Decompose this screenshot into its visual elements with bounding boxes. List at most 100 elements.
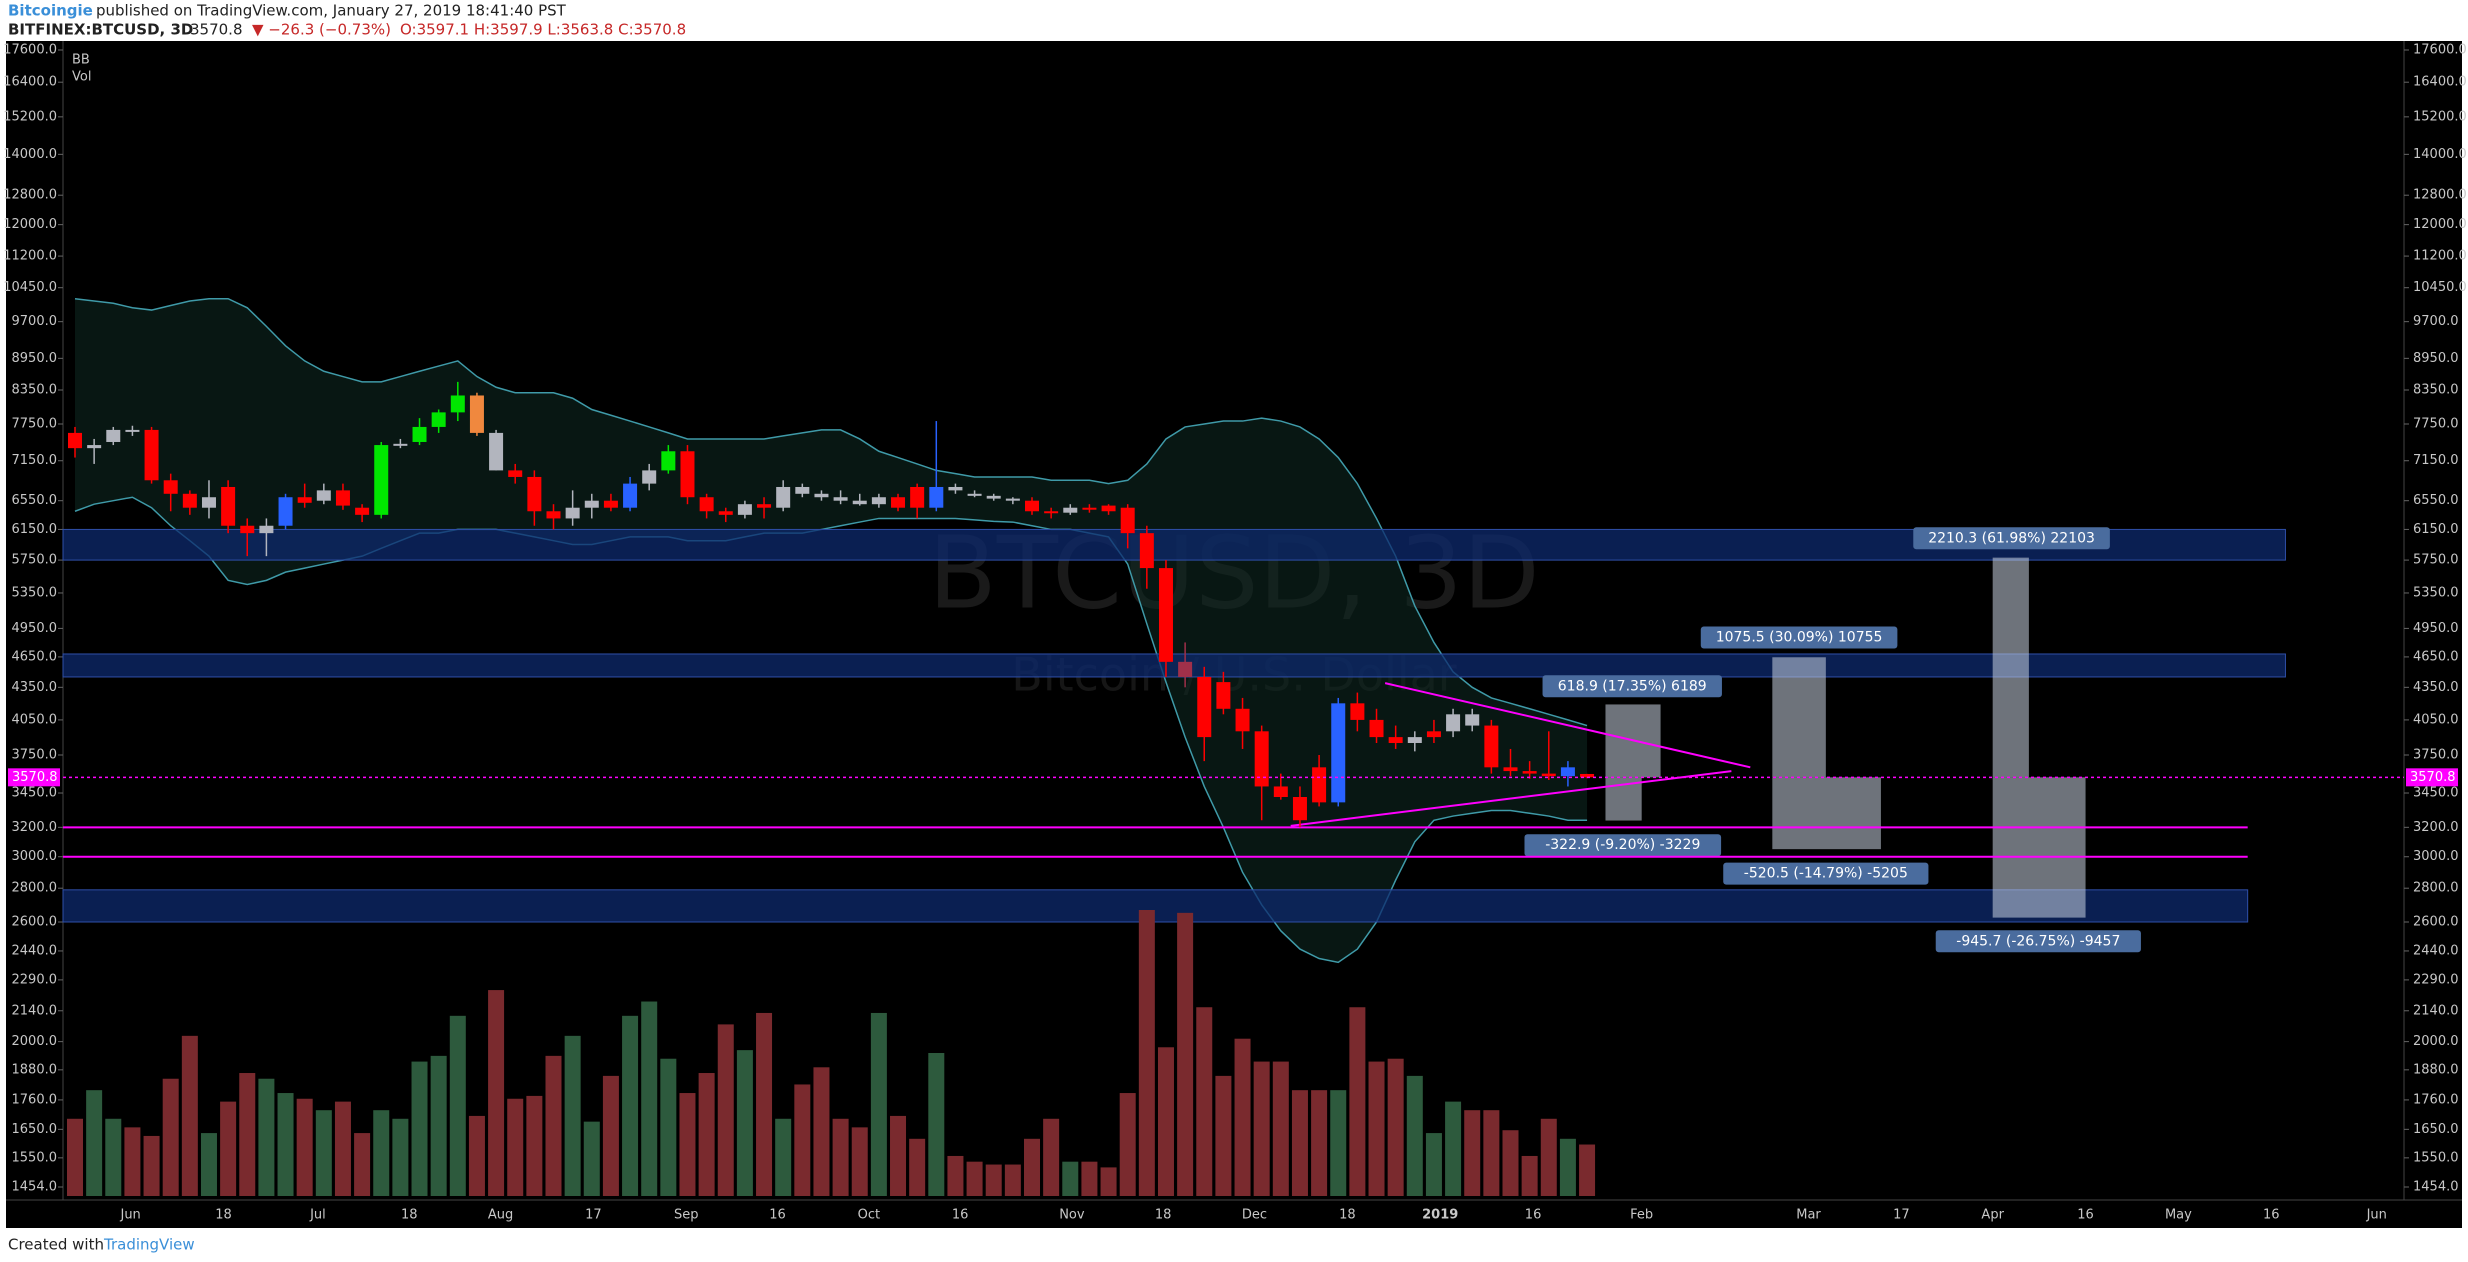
volume-bar xyxy=(1483,1110,1500,1196)
measure-label: -945.7 (-26.75%) -9457 xyxy=(1935,930,2141,953)
x-tick-label: 16 xyxy=(952,1208,969,1223)
y-tick-label: 8950.0 xyxy=(12,351,58,366)
candle-body xyxy=(1388,737,1403,743)
candle-body xyxy=(833,497,848,501)
volume-bar xyxy=(334,1101,351,1196)
candle-body xyxy=(1292,796,1307,821)
volume-bar xyxy=(583,1121,600,1196)
indicator: Vol xyxy=(72,70,91,85)
volume-bar xyxy=(985,1164,1002,1196)
candle-body xyxy=(335,490,350,506)
volume-bar xyxy=(411,1061,428,1196)
y-tick-label: 3750.0 xyxy=(2413,747,2459,762)
last-price-label: 3570.8 xyxy=(12,770,58,785)
measure-text: 1075.5 (30.09%) 10755 xyxy=(1716,629,1883,645)
y-tick-label: 2000.0 xyxy=(12,1034,58,1049)
candle-body xyxy=(144,429,159,481)
measure-label: -520.5 (-14.79%) -5205 xyxy=(1723,862,1929,885)
volume-bar xyxy=(143,1135,160,1196)
y-tick-label: 12800.0 xyxy=(3,188,57,203)
volume-bar xyxy=(105,1118,122,1196)
footer-brand[interactable]: TradingView xyxy=(103,1236,195,1254)
candle-body xyxy=(910,486,925,508)
volume-bar xyxy=(1406,1075,1423,1196)
candle-body xyxy=(489,432,504,471)
x-tick-label: Aug xyxy=(488,1208,513,1223)
candle-body xyxy=(871,497,886,505)
y-tick-label: 2600.0 xyxy=(2413,914,2459,929)
candle-body xyxy=(623,483,638,508)
volume-bar xyxy=(947,1155,964,1196)
x-tick-label: Oct xyxy=(858,1208,880,1223)
volume-bar xyxy=(1272,1061,1289,1196)
candle-body xyxy=(1426,731,1441,738)
candle-body xyxy=(584,500,599,508)
volume-bar xyxy=(622,1015,639,1196)
candle-body xyxy=(1446,714,1461,732)
zone xyxy=(62,889,2249,923)
x-tick-label: Jun xyxy=(2366,1208,2387,1223)
y-tick-label: 4650.0 xyxy=(12,649,58,664)
candle-body xyxy=(374,445,389,515)
y-tick-label: 2140.0 xyxy=(12,1003,58,1018)
y-tick-label: 4950.0 xyxy=(2413,621,2459,636)
volume-bar xyxy=(1062,1161,1079,1196)
y-tick-label: 6150.0 xyxy=(12,522,58,537)
candle-body xyxy=(1178,661,1193,677)
y-tick-label: 12000.0 xyxy=(2413,217,2467,232)
y-tick-label: 12800.0 xyxy=(2413,188,2467,203)
volume-bar xyxy=(545,1055,562,1196)
measure-label-bg xyxy=(1723,862,1929,885)
y-tick-label: 2290.0 xyxy=(12,972,58,987)
volume-bar xyxy=(449,1015,466,1196)
measure-text: -945.7 (-26.75%) -9457 xyxy=(1956,933,2120,949)
y-tick-label: 2600.0 xyxy=(12,914,58,929)
x-tick-label: Dec xyxy=(1242,1208,1267,1223)
candle-body xyxy=(355,507,370,515)
volume-bar xyxy=(181,1035,198,1196)
y-tick-label: 4650.0 xyxy=(2413,649,2459,664)
volume-bar xyxy=(1177,912,1194,1196)
candle-body xyxy=(852,500,867,505)
y-tick-label: 14000.0 xyxy=(2413,147,2467,162)
candle-body xyxy=(757,504,772,508)
candle-body xyxy=(527,476,542,512)
y-tick-label: 2440.0 xyxy=(12,943,58,958)
y-tick-label: 9700.0 xyxy=(12,314,58,329)
volume-bar xyxy=(1311,1090,1328,1196)
candle-body xyxy=(929,486,944,508)
y-tick-label: 12000.0 xyxy=(3,217,57,232)
volume-bar xyxy=(1464,1110,1481,1196)
volume-bar xyxy=(736,1050,753,1196)
y-tick-label: 15200.0 xyxy=(3,109,57,124)
trend-line xyxy=(1384,682,1751,769)
measure-text: 2210.3 (61.98%) 22103 xyxy=(1928,530,2095,546)
volume-bar xyxy=(602,1075,619,1196)
candle-body xyxy=(1063,507,1078,513)
y-tick-label: 16400.0 xyxy=(2413,75,2467,90)
candle-body xyxy=(1120,507,1135,534)
y-tick-label: 4350.0 xyxy=(12,680,58,695)
candle-body xyxy=(891,497,906,508)
candle-body xyxy=(1235,708,1250,732)
candle-body xyxy=(221,486,236,526)
candle-body xyxy=(737,504,752,515)
volume-bar xyxy=(1502,1130,1519,1196)
candle-body xyxy=(1369,719,1384,738)
y-tick-label: 11200.0 xyxy=(2413,249,2467,264)
candle-body xyxy=(1158,568,1173,662)
candle-body xyxy=(814,493,829,498)
last-price-tag xyxy=(8,768,60,787)
candle-body xyxy=(1216,682,1231,709)
y-tick-label: 2290.0 xyxy=(2413,972,2459,987)
published: published on TradingView.com, January 27… xyxy=(96,2,567,20)
volume-bar xyxy=(928,1053,945,1196)
y-tick-label: 11200.0 xyxy=(3,249,57,264)
symbol: BITFINEX:BTCUSD, 3D xyxy=(8,21,193,39)
volume-bar xyxy=(756,1012,773,1196)
volume-bar xyxy=(1215,1075,1232,1196)
volume-bar xyxy=(296,1098,313,1196)
volume-bar xyxy=(660,1058,677,1196)
author[interactable]: Bitcoingie xyxy=(8,2,93,20)
